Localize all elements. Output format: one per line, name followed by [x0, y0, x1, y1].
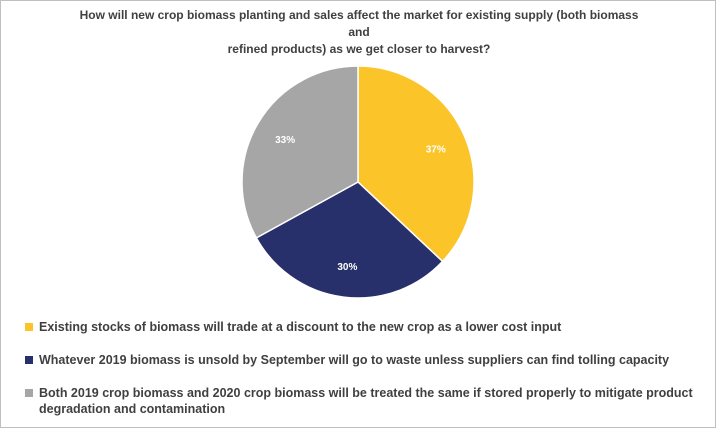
data-label-waste: 30%: [337, 262, 357, 273]
pie-slice-same: [241, 65, 359, 239]
legend-label-waste: Whatever 2019 biomass is unsold by Septe…: [39, 353, 670, 367]
legend-label-discount: Existing stocks of biomass will trade at…: [39, 320, 562, 334]
chart-title: How will new crop biomass planting and s…: [71, 7, 647, 58]
legend-swatch-discount: [25, 323, 33, 331]
data-label-discount: 37%: [426, 144, 446, 155]
legend-swatch-waste: [25, 356, 33, 364]
chart-title-line-2: refined products) as we get closer to ha…: [227, 42, 491, 56]
legend-label-same: Both 2019 crop biomass and 2020 crop bio…: [39, 386, 693, 416]
pie-slice-discount: [357, 65, 475, 263]
legend-item-waste: Whatever 2019 biomass is unsold by Septe…: [25, 352, 699, 368]
pie-slice-waste: [255, 181, 444, 299]
legend-item-same: Both 2019 crop biomass and 2020 crop bio…: [25, 385, 699, 417]
legend-swatch-same: [25, 389, 33, 397]
data-label-same: 33%: [275, 135, 295, 146]
chart-title-line-1: How will new crop biomass planting and s…: [79, 8, 639, 39]
legend-item-discount: Existing stocks of biomass will trade at…: [25, 319, 699, 335]
